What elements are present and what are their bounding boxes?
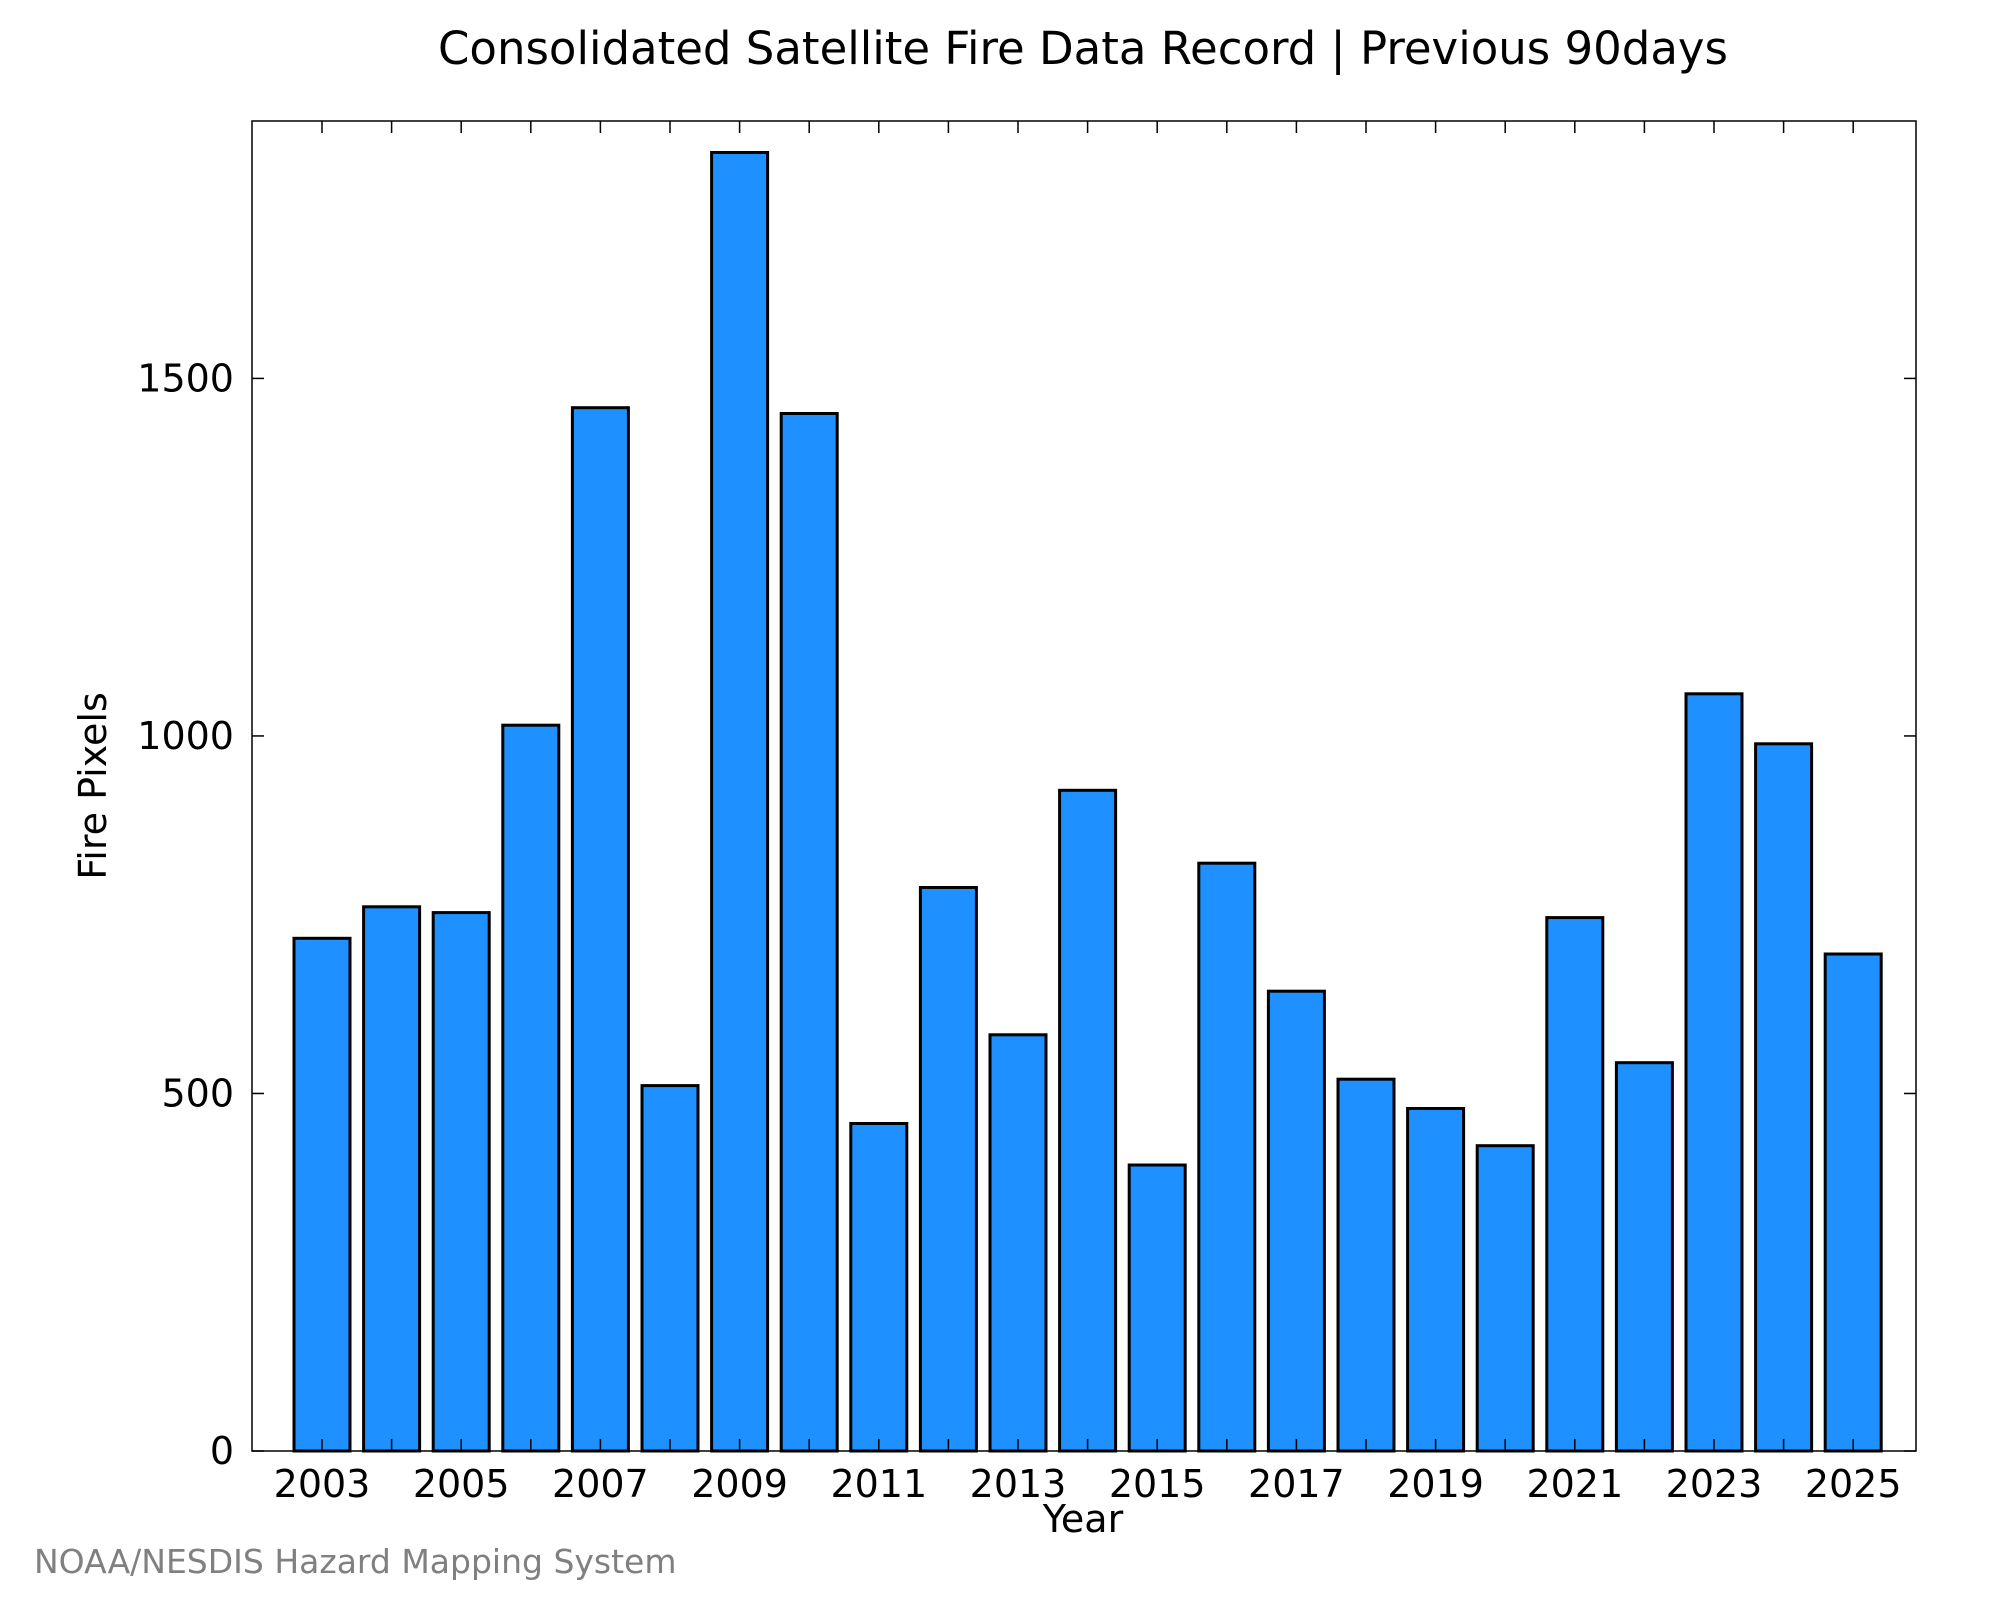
bars-group (292, 151, 1883, 1453)
bar-2006 (501, 723, 561, 1453)
bar-2020 (1475, 1144, 1535, 1453)
x-tick-label-2023: 2023 (1666, 1462, 1763, 1506)
x-tick-label-2011: 2011 (830, 1462, 927, 1506)
x-tick-label-2003: 2003 (274, 1462, 371, 1506)
plot-frame (251, 120, 1917, 1452)
bar-2021 (1545, 916, 1605, 1453)
bar-2012 (918, 886, 978, 1453)
bar-2025 (1823, 952, 1883, 1453)
bar-2011 (849, 1122, 909, 1453)
y-tick-label-1000: 1000 (137, 714, 234, 758)
bar-2013 (988, 1033, 1048, 1453)
x-tick-label-2005: 2005 (413, 1462, 510, 1506)
x-tick-label-2019: 2019 (1387, 1462, 1484, 1506)
bar-2016 (1197, 861, 1257, 1453)
bar-2005 (431, 911, 491, 1453)
bar-2010 (779, 412, 839, 1453)
y-axis-label: Fire Pixels (71, 692, 115, 880)
x-tick-label-2013: 2013 (970, 1462, 1067, 1506)
ticks-group (252, 121, 1916, 1452)
bar-2024 (1754, 742, 1814, 1453)
x-tick-label-2009: 2009 (691, 1462, 788, 1506)
x-tick-label-2025: 2025 (1805, 1462, 1902, 1506)
bar-2009 (710, 151, 770, 1453)
bar-2022 (1614, 1061, 1674, 1453)
chart-title: Consolidated Satellite Fire Data Record … (438, 22, 1728, 75)
x-tick-label-2007: 2007 (552, 1462, 649, 1506)
x-tick-label-2017: 2017 (1248, 1462, 1345, 1506)
bar-2003 (292, 936, 352, 1453)
bar-2004 (362, 905, 422, 1453)
x-tick-labels: 2003 2005 2007 2009 2011 2013 2015 2017 2019 2021… (274, 1462, 1902, 1506)
bar-2023 (1684, 692, 1744, 1453)
x-tick-label-2021: 2021 (1526, 1462, 1623, 1506)
bar-2014 (1058, 788, 1118, 1453)
x-axis-label: Year (1042, 1497, 1124, 1541)
bar-2007 (570, 406, 630, 1453)
bar-2018 (1336, 1077, 1396, 1453)
bar-2015 (1127, 1163, 1187, 1453)
bar-2008 (640, 1084, 700, 1453)
y-tick-label-0: 0 (210, 1429, 234, 1473)
bar-2019 (1406, 1107, 1466, 1453)
y-tick-label-1500: 1500 (137, 356, 234, 400)
x-tick-label-2015: 2015 (1109, 1462, 1206, 1506)
y-tick-label-500: 500 (161, 1071, 234, 1115)
bar-2017 (1266, 989, 1326, 1453)
credit-text: NOAA/NESDIS Hazard Mapping System (34, 1542, 677, 1581)
y-tick-labels: 0 500 1000 1500 (137, 356, 234, 1473)
